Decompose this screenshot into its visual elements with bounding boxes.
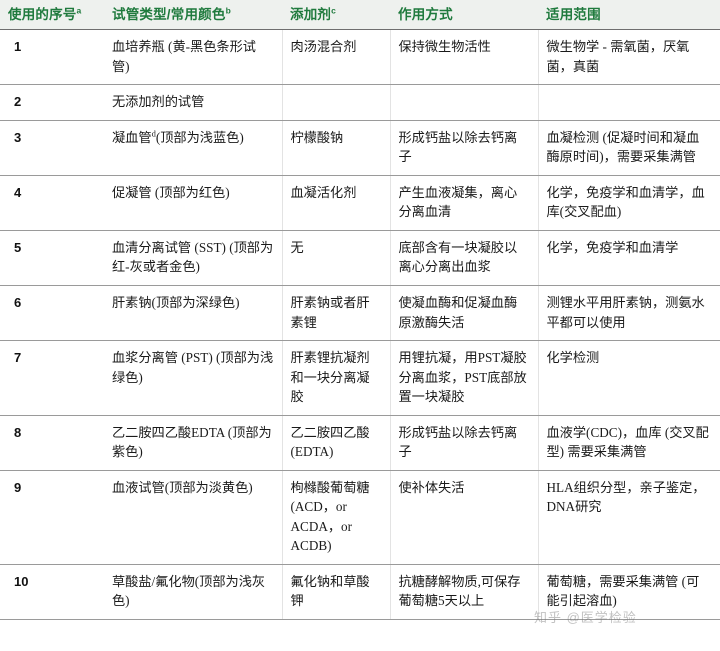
column-header-scope-label: 适用范围 [546,7,601,22]
row-order-number: 4 [0,175,104,231]
blood-tube-spec-table: 使用的序号a 试管类型/常用颜色b 添加剂c 作用方式 适用范围 1 血培养瓶 … [0,0,720,620]
row-additive: 乙二胺四乙酸(EDTA) [282,415,391,471]
row-mode [390,84,539,121]
row-scope: 微生物学 - 需氧菌，厌氧菌，真菌 [538,29,720,86]
row-additive: 肝素钠或者肝素锂 [282,285,391,342]
row-order-number: 6 [0,285,104,342]
table-row: 7 血浆分离管 (PST) (顶部为浅绿色) 肝素锂抗凝剂和一块分离凝胶 用锂抗… [0,340,720,416]
row-tube-type: 血清分离试管 (SST) (顶部为红-灰或者金色) [104,230,283,286]
row-tube-type: 促凝管 (顶部为红色) [104,175,283,231]
row-tube-type-sup: d [151,128,156,139]
column-header-order-label: 使用的序号 [8,7,77,22]
table-row: 10 草酸盐/氟化物(顶部为浅灰色) 氟化钠和草酸钾 抗糖酵解物质,可保存葡萄糖… [0,564,720,620]
row-tube-type: 凝血管d(顶部为浅蓝色) [104,120,283,176]
column-header-additive: 添加剂c [282,0,390,31]
row-mode: 使凝血酶和促凝血酶原激酶失活 [390,285,539,342]
row-tube-type-label: 凝血管 [112,129,152,145]
table-header: 使用的序号a 试管类型/常用颜色b 添加剂c 作用方式 适用范围 [0,0,720,31]
row-tube-type: 无添加剂的试管 [104,84,283,121]
row-additive: 无 [282,230,391,286]
column-header-order-sup: a [76,5,82,16]
row-additive [282,84,391,121]
row-tube-type: 血液试管(顶部为淡黄色) [104,470,283,565]
row-mode: 底部含有一块凝胶以离心分离出血浆 [390,230,539,286]
row-additive: 氟化钠和草酸钾 [282,564,391,620]
column-header-additive-sup: c [331,5,337,16]
row-tube-type: 草酸盐/氟化物(顶部为浅灰色) [104,564,283,620]
row-mode: 形成钙盐以除去钙离子 [390,120,539,176]
row-order-number: 2 [0,84,104,121]
row-scope: 化学检测 [538,340,720,416]
row-order-number: 3 [0,120,104,176]
column-header-tube-type-sup: b [225,5,231,16]
column-header-scope: 适用范围 [538,0,720,31]
row-order-number: 8 [0,415,104,471]
table-row: 8 乙二胺四乙酸EDTA (顶部为紫色) 乙二胺四乙酸(EDTA) 形成钙盐以除… [0,415,720,471]
table-row: 3 凝血管d(顶部为浅蓝色) 柠檬酸钠 形成钙盐以除去钙离子 血凝检测 (促凝时… [0,120,720,176]
table-row: 5 血清分离试管 (SST) (顶部为红-灰或者金色) 无 底部含有一块凝胶以离… [0,230,720,286]
table-row: 1 血培养瓶 (黄-黑色条形试管) 肉汤混合剂 保持微生物活性 微生物学 - 需… [0,29,720,86]
row-scope [538,84,720,121]
row-order-number: 5 [0,230,104,286]
table-body: 1 血培养瓶 (黄-黑色条形试管) 肉汤混合剂 保持微生物活性 微生物学 - 需… [0,29,720,620]
row-tube-type: 乙二胺四乙酸EDTA (顶部为紫色) [104,415,283,471]
table-row: 2 无添加剂的试管 [0,84,720,121]
column-header-tube-type-label: 试管类型/常用颜色 [112,7,226,22]
table-row: 9 血液试管(顶部为淡黄色) 枸橼酸葡萄糖(ACD，or ACDA，or ACD… [0,470,720,565]
row-additive: 肝素锂抗凝剂和一块分离凝胶 [282,340,391,416]
row-additive: 肉汤混合剂 [282,29,391,86]
column-header-mode: 作用方式 [390,0,538,31]
row-scope: 化学，免疫学和血清学，血库(交叉配血) [538,175,720,231]
row-scope: 血凝检测 (促凝时间和凝血酶原时间)，需要采集满管 [538,120,720,176]
row-mode: 形成钙盐以除去钙离子 [390,415,539,471]
row-mode: 产生血液凝集，离心分离血清 [390,175,539,231]
column-header-additive-label: 添加剂 [290,7,332,22]
table-row: 6 肝素钠(顶部为深绿色) 肝素钠或者肝素锂 使凝血酶和促凝血酶原激酶失活 测锂… [0,285,720,342]
row-order-number: 9 [0,470,104,565]
column-header-tube-type: 试管类型/常用颜色b [104,0,282,31]
row-tube-type: 血培养瓶 (黄-黑色条形试管) [104,29,283,86]
row-mode: 保持微生物活性 [390,29,539,86]
row-scope: HLA组织分型，亲子鉴定，DNA研究 [538,470,720,565]
row-scope: 血液学(CDC)，血库 (交叉配型) 需要采集满管 [538,415,720,471]
row-scope: 葡萄糖，需要采集满管 (可能引起溶血) [538,564,720,620]
column-header-mode-label: 作用方式 [398,7,453,22]
row-order-number: 1 [0,29,104,86]
row-tube-type: 肝素钠(顶部为深绿色) [104,285,283,342]
table-row: 4 促凝管 (顶部为红色) 血凝活化剂 产生血液凝集，离心分离血清 化学，免疫学… [0,175,720,231]
row-scope: 化学，免疫学和血清学 [538,230,720,286]
row-additive: 血凝活化剂 [282,175,391,231]
header-row: 使用的序号a 试管类型/常用颜色b 添加剂c 作用方式 适用范围 [0,0,720,31]
row-tube-type: 血浆分离管 (PST) (顶部为浅绿色) [104,340,283,416]
column-header-order: 使用的序号a [0,0,104,31]
row-mode: 抗糖酵解物质,可保存葡萄糖5天以上 [390,564,539,620]
row-additive: 枸橼酸葡萄糖(ACD，or ACDA，or ACDB) [282,470,391,565]
row-order-number: 7 [0,340,104,416]
row-mode: 使补体失活 [390,470,539,565]
row-additive: 柠檬酸钠 [282,120,391,176]
row-scope: 测锂水平用肝素钠，测氨水平都可以使用 [538,285,720,342]
row-order-number: 10 [0,564,104,620]
row-tube-type-tail: (顶部为浅蓝色) [155,129,244,145]
row-mode: 用锂抗凝，用PST凝胶分离血浆，PST底部放置一块凝胶 [390,340,539,416]
